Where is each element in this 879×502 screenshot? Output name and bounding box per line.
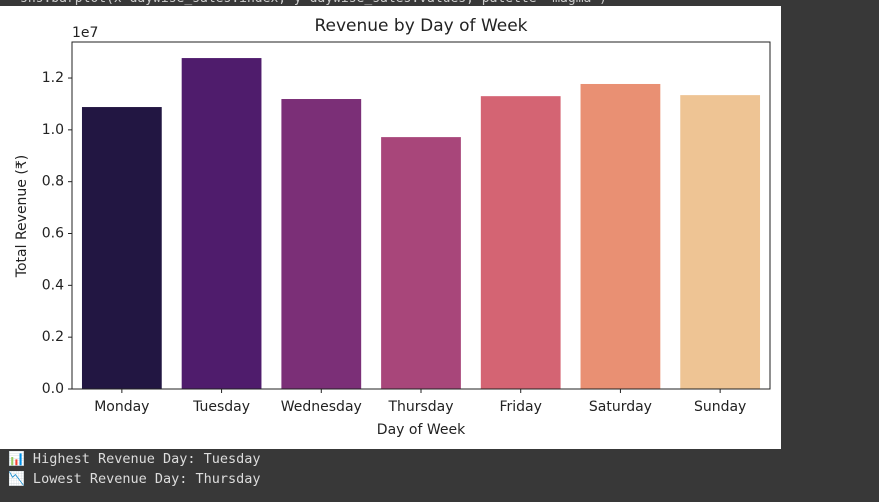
y-tick-label: 1.2	[42, 70, 64, 86]
bar	[480, 96, 561, 390]
x-tick-label: Sunday	[694, 399, 746, 415]
y-tick-label: 0.2	[42, 329, 64, 345]
x-tick-label: Monday	[94, 399, 149, 415]
y-axis-label: Total Revenue (₹)	[14, 155, 30, 278]
y-tick-label: 0.6	[42, 226, 64, 242]
bar	[81, 107, 162, 390]
bar	[281, 99, 362, 389]
chart: Revenue by Day of Week Day of Week Total…	[0, 6, 781, 449]
x-tick-label: Tuesday	[192, 399, 250, 415]
chart-title: Revenue by Day of Week	[314, 16, 527, 36]
y-tick-label: 0.4	[42, 277, 64, 293]
y-tick-label: 0.0	[42, 381, 64, 397]
code-line: sns.barplot(x=daywise_sales.index, y=day…	[20, 0, 607, 6]
bar	[381, 137, 461, 389]
bar	[680, 95, 761, 390]
plot-frame	[71, 41, 771, 390]
output-line: 📊 Highest Revenue Day: Tuesday	[8, 451, 261, 467]
x-tick-label: Wednesday	[281, 399, 362, 415]
bar	[181, 58, 262, 390]
y-tick-label: 1.0	[42, 122, 64, 138]
x-tick-label: Thursday	[387, 399, 453, 415]
x-tick-label: Friday	[499, 399, 541, 415]
y-tick-label: 0.8	[42, 174, 64, 190]
bar	[580, 83, 661, 389]
x-axis-label: Day of Week	[377, 422, 466, 438]
output-line: 📉 Lowest Revenue Day: Thursday	[8, 471, 261, 487]
x-tick-label: Saturday	[589, 399, 652, 415]
y-offset-label: 1e7	[72, 25, 98, 41]
